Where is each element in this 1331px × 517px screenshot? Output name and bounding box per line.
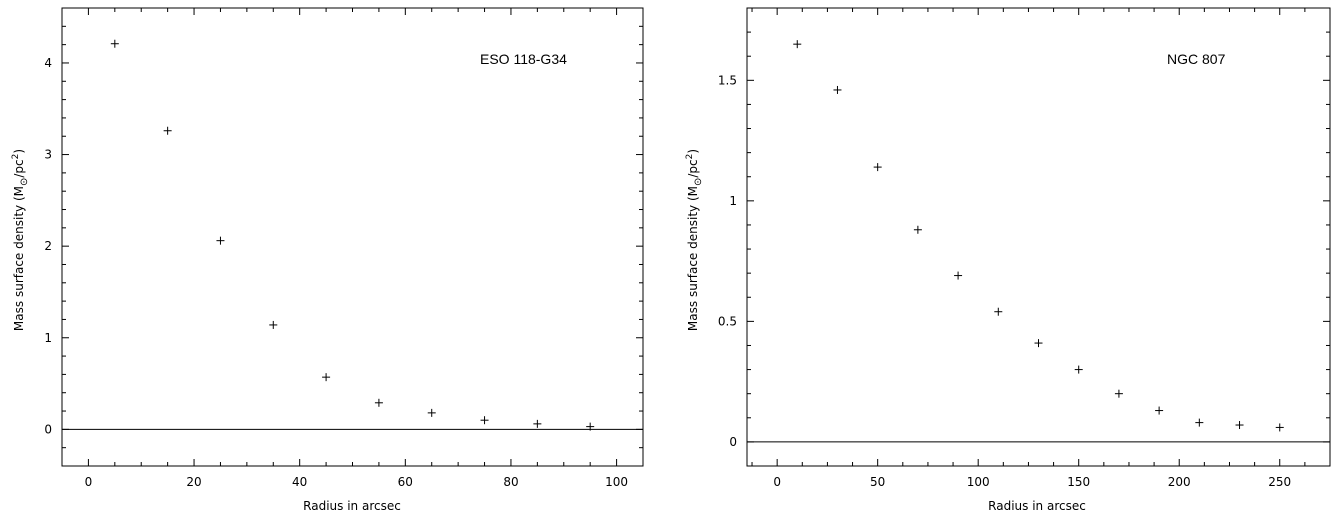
y-axis-label-left: Mass surface density (M⊙/pc2) — [11, 149, 30, 331]
data-point-left — [533, 419, 542, 428]
data-point-right — [793, 40, 802, 49]
plot-frame-left — [61, 7, 644, 467]
data-point-left — [427, 408, 436, 417]
y-axis-label-right: Mass surface density (M⊙/pc2) — [685, 149, 704, 331]
y-axis-label-right-main: Mass surface density (M — [686, 186, 700, 331]
y-tick-label-right: 0.5 — [718, 314, 737, 328]
markers-right — [793, 40, 1284, 432]
x-tick-label-right: 150 — [1067, 475, 1090, 489]
data-point-left — [110, 39, 119, 48]
data-point-left — [322, 373, 331, 382]
y-axis-label-right-mid: /pc — [686, 159, 700, 177]
data-point-right — [913, 225, 922, 234]
y-axis-label-left-mid: /pc — [12, 159, 26, 177]
y-axis-label-left-sup: 2 — [11, 154, 21, 160]
y-axis-label-right-sub: ⊙ — [693, 178, 704, 186]
x-tick-label-right: 200 — [1168, 475, 1191, 489]
x-tick-label-left: 60 — [398, 475, 413, 489]
panel-left: 0 20 40 60 80 100 0 1 2 3 4 ESO 118-G34 Radius in… — [11, 7, 644, 513]
data-point-right — [1074, 365, 1083, 374]
markers-left — [110, 39, 595, 431]
x-tick-label-left: 100 — [605, 475, 628, 489]
x-tick-label-left: 80 — [503, 475, 518, 489]
data-point-left — [480, 416, 489, 425]
x-tick-label-left: 40 — [292, 475, 307, 489]
x-ticks-left: 0 20 40 60 80 100 — [61, 8, 644, 489]
x-tick-label-left: 0 — [85, 475, 93, 489]
data-point-right — [1195, 418, 1204, 427]
y-axis-label-left-main: Mass surface density (M — [12, 186, 26, 331]
data-point-right — [1235, 421, 1244, 430]
data-point-left — [216, 236, 225, 245]
y-tick-label-right: 0 — [729, 435, 737, 449]
plot-frame-right — [746, 7, 1331, 467]
data-point-right — [1114, 389, 1123, 398]
y-tick-label-left: 0 — [44, 422, 52, 436]
data-point-right — [1155, 406, 1164, 415]
x-tick-label-left: 20 — [186, 475, 201, 489]
data-point-right — [1034, 339, 1043, 348]
data-point-right — [873, 163, 882, 172]
x-tick-label-right: 0 — [773, 475, 781, 489]
data-point-right — [994, 307, 1003, 316]
data-point-right — [954, 271, 963, 280]
y-tick-label-left: 2 — [44, 239, 52, 253]
y-axis-label-right-end: ) — [686, 149, 700, 154]
y-ticks-right: 0 0.5 1 1.5 — [718, 7, 1330, 467]
data-point-left — [269, 320, 278, 329]
y-tick-label-left: 3 — [44, 148, 52, 162]
x-axis-label-right: Radius in arcsec — [988, 499, 1086, 513]
x-tick-label-right: 250 — [1268, 475, 1291, 489]
x-tick-label-right: 100 — [967, 475, 990, 489]
data-point-left — [374, 398, 383, 407]
y-ticks-left: 0 1 2 3 4 — [44, 7, 643, 467]
data-point-right — [1275, 423, 1284, 432]
data-point-left — [586, 422, 595, 431]
x-tick-label-right: 50 — [870, 475, 885, 489]
y-axis-label-left-end: ) — [12, 149, 26, 154]
panel-title-right: NGC 807 — [1167, 51, 1226, 67]
data-point-right — [833, 85, 842, 94]
x-ticks-right: 0 50 100 150 200 250 — [751, 8, 1331, 489]
y-tick-label-left: 4 — [44, 56, 52, 70]
data-point-left — [163, 126, 172, 135]
x-axis-label-left: Radius in arcsec — [303, 499, 401, 513]
y-axis-label-left-sub: ⊙ — [19, 178, 30, 186]
y-tick-label-right: 1 — [729, 194, 737, 208]
y-axis-label-right-sup: 2 — [685, 154, 695, 160]
y-tick-label-right: 1.5 — [718, 73, 737, 87]
panel-title-left: ESO 118-G34 — [480, 51, 567, 67]
y-tick-label-left: 1 — [44, 331, 52, 345]
panel-right: 0 50 100 150 200 250 0 0.5 1 1.5 NGC 807 Radius … — [685, 7, 1331, 513]
